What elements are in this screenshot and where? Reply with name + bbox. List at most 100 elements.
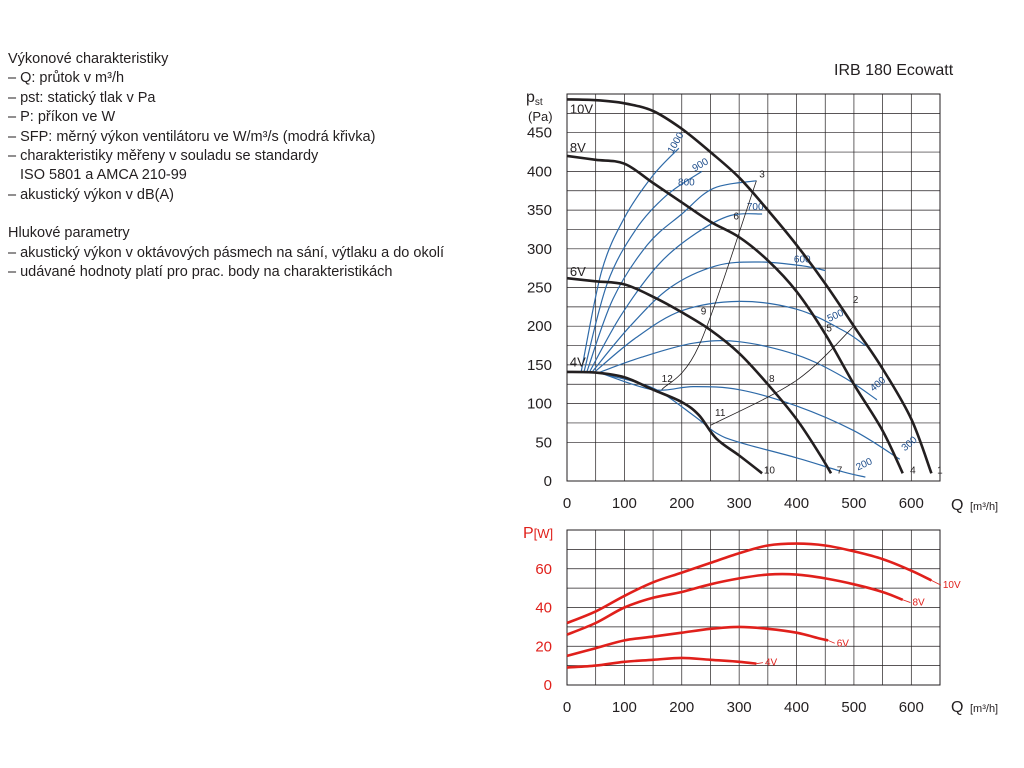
power-chart: 0 100 200 300 400 500 600 0 20 40 60 P[W] Q [m³/h] 10V… [523, 525, 998, 716]
operating-point-label: 10 [764, 465, 776, 476]
sfp-label: 800 [678, 177, 695, 188]
sfp-curve-1000 [580, 147, 680, 372]
noise-item-octave: – akustický výkon v oktávových pásmech n… [8, 244, 445, 261]
operating-point-label: 4 [910, 465, 916, 476]
operating-point-label: 3 [759, 170, 765, 181]
pressure-y-tick-label: 200 [527, 318, 552, 335]
perf-item-q: – Q: průtok v m³/h [8, 70, 125, 87]
perf-item-standards-names: ISO 5801 a AMCA 210-99 [20, 167, 187, 184]
sfp-label: 400 [868, 375, 888, 394]
sfp-curve-700 [589, 213, 763, 372]
sfp-label: 700 [747, 202, 764, 213]
power-x-tick-label: 0 [563, 699, 571, 716]
fan-curve-label: 10V [570, 101, 593, 116]
pressure-x-axis-unit: [m³/h] [970, 501, 998, 513]
pressure-x-tick-label: 100 [612, 495, 637, 512]
power-x-axis-label: Q [951, 699, 963, 716]
power-curve-10V [566, 542, 932, 625]
operating-point-label: 9 [701, 307, 707, 318]
pressure-x-tick-label: 200 [669, 495, 694, 512]
sfp-curve-600 [592, 261, 826, 372]
power-y-tick-label: 60 [535, 561, 552, 578]
pressure-y-tick-label: 50 [535, 434, 552, 451]
pressure-y-tick-label: 100 [527, 396, 552, 413]
power-label-leader [827, 640, 835, 644]
power-y-tick-label: 20 [535, 638, 552, 655]
pressure-y-tick-label: 150 [527, 357, 552, 374]
power-y-axis-label: P[W] [523, 525, 553, 542]
operating-point-label: 12 [662, 374, 674, 385]
power-label-leader [902, 599, 911, 603]
power-curve-4V [566, 656, 757, 669]
operating-point-label: 5 [826, 324, 832, 335]
sfp-label: 1000 [666, 130, 687, 155]
power-x-tick-label: 200 [669, 699, 694, 716]
operating-point-label: 1 [937, 465, 943, 476]
pressure-y-axis-unit: (Pa) [528, 109, 553, 124]
pressure-x-axis-label: Q [951, 497, 963, 514]
sfp-curve-400 [598, 340, 878, 401]
pressure-x-tick-label: 300 [727, 495, 752, 512]
noise-heading: Hlukové parametry [8, 225, 130, 242]
fan-curve-6V [566, 276, 833, 474]
perf-item-pst: – pst: statický tlak v Pa [8, 89, 156, 106]
sfp-curve-900 [583, 170, 703, 372]
operating-point-label: 8 [769, 374, 775, 385]
power-x-axis-unit: [m³/h] [970, 703, 998, 715]
power-curve-label: 6V [837, 638, 850, 649]
perf-item-sfp: – SFP: měrný výkon ventilátoru ve W/m³/s… [8, 128, 376, 145]
perf-item-standards: – charakteristiky měřeny v souladu se st… [8, 148, 319, 165]
pressure-x-tick-label: 400 [784, 495, 809, 512]
power-x-tick-label: 400 [784, 699, 809, 716]
pressure-y-tick-label: 350 [527, 202, 552, 219]
pressure-x-tick-label: 0 [563, 495, 571, 512]
power-x-tick-label: 300 [727, 699, 752, 716]
operating-point-label: 2 [853, 295, 859, 306]
fan-curve-label: 4V [570, 354, 586, 369]
fan-curve-10V [566, 98, 933, 474]
power-y-axis-unit: [W] [534, 526, 554, 541]
pressure-y-tick-label: 400 [527, 163, 552, 180]
pressure-x-tick-label: 500 [841, 495, 866, 512]
operating-point-label: 7 [837, 465, 843, 476]
operating-point-label: 6 [733, 211, 739, 222]
power-y-tick-label: 40 [535, 600, 552, 617]
power-x-tick-label: 600 [899, 699, 924, 716]
pressure-chart: 0 100 200 300 400 500 600 0 50 100 150 200 250 300 350… [526, 89, 998, 514]
pressure-y-tick-label: 250 [527, 280, 552, 297]
power-curve-label: 10V [943, 580, 961, 591]
perf-item-acoustic: – akustický výkon v dB(A) [8, 186, 174, 203]
sfp-label: 300 [900, 434, 920, 453]
system-curve [710, 325, 855, 426]
perf-item-p: – P: příkon ve W [8, 109, 116, 126]
power-curve-label: 4V [765, 658, 778, 669]
fan-curve-4V [566, 370, 763, 475]
sfp-curve-800 [586, 180, 757, 372]
operating-point-label: 11 [715, 408, 726, 419]
pressure-y-tick-label: 300 [527, 241, 552, 258]
power-x-tick-label: 500 [841, 699, 866, 716]
power-x-tick-label: 100 [612, 699, 637, 716]
sfp-curve-200 [607, 374, 866, 478]
power-curve-6V [566, 625, 829, 658]
description-text: Výkonové charakteristiky – Q: průtok v m… [8, 50, 508, 282]
sfp-label: 600 [794, 255, 811, 266]
fan-curve-label: 8V [570, 140, 586, 155]
pressure-x-tick-label: 600 [899, 495, 924, 512]
power-label-leader [756, 662, 764, 665]
system-curve [661, 180, 757, 390]
noise-item-values: – udávané hodnoty platí pro prac. body n… [8, 264, 393, 281]
pressure-y-axis-label-sub: st [535, 97, 543, 108]
sfp-label: 200 [854, 456, 874, 473]
pressure-y-tick-label: 0 [544, 473, 552, 490]
power-curve-8V [566, 572, 904, 636]
pressure-y-axis-label: pst [526, 89, 543, 108]
performance-heading: Výkonové charakteristiky [8, 51, 169, 67]
fan-curve-8V [566, 154, 904, 474]
power-curve-label: 8V [912, 598, 925, 609]
pressure-y-tick-label: 450 [527, 125, 552, 142]
power-label-leader [931, 580, 942, 586]
chart-title: IRB 180 Ecowatt [834, 62, 954, 79]
fan-curve-label: 6V [570, 264, 586, 279]
